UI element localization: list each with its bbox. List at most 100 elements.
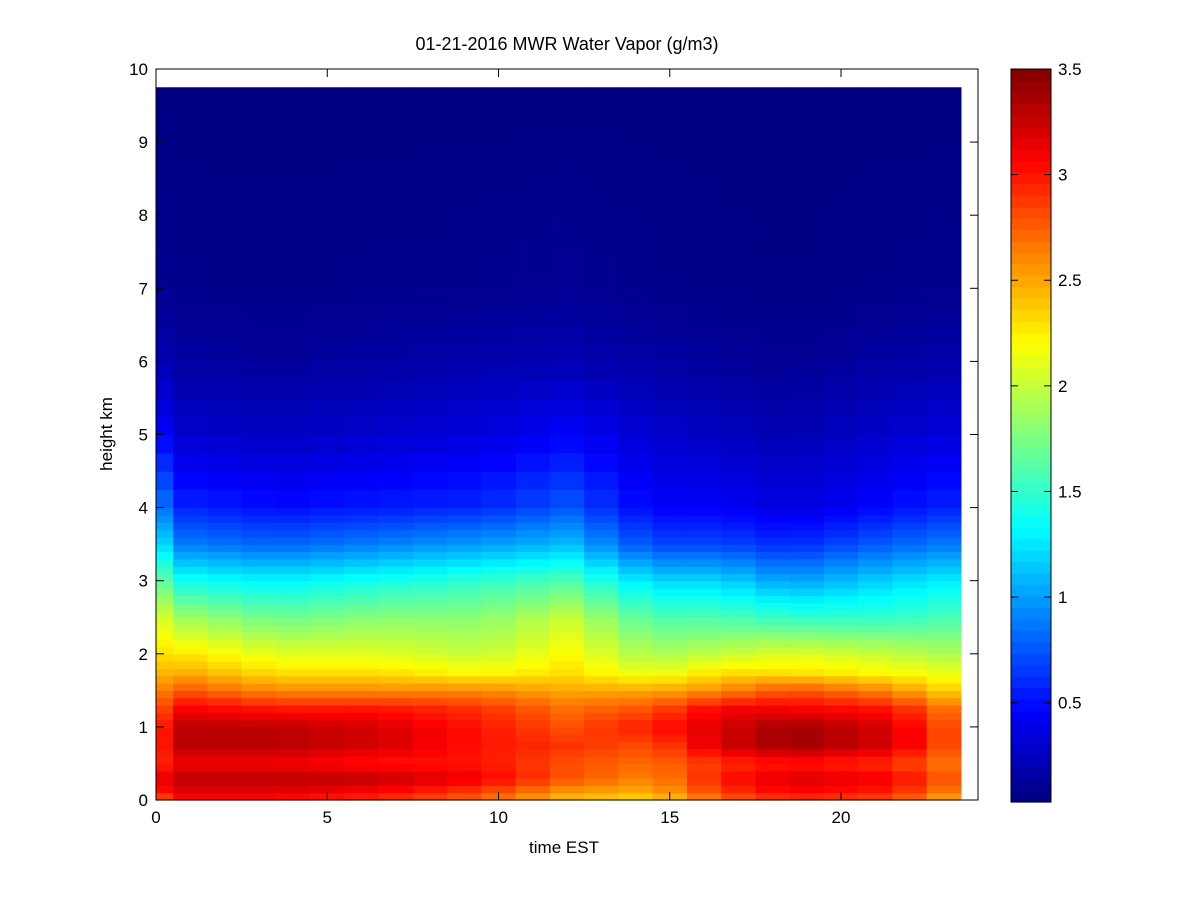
heatmap-cell: [344, 522, 380, 531]
heatmap-cell: [344, 785, 380, 794]
heatmap-cell: [241, 324, 277, 344]
heatmap-cell: [207, 507, 243, 516]
heatmap-cell: [344, 471, 380, 490]
heatmap-cell: [481, 507, 517, 516]
heatmap-cell: [515, 489, 551, 509]
heatmap-cell: [515, 507, 551, 516]
heatmap-cell: [721, 763, 756, 772]
heatmap-cell: [618, 215, 654, 235]
heatmap-cell: [652, 661, 688, 670]
heatmap-cell: [412, 416, 448, 436]
heatmap-cell: [378, 343, 414, 362]
heatmap-cell: [378, 87, 414, 107]
heatmap-cell: [241, 251, 277, 271]
heatmap-cell: [378, 507, 414, 516]
heatmap-cell: [241, 631, 277, 640]
heatmap-cell: [652, 609, 688, 618]
heatmap-cell: [481, 142, 517, 161]
heatmap-cell: [892, 105, 928, 125]
heatmap-cell: [378, 397, 414, 417]
heatmap-cell: [481, 631, 517, 640]
heatmap-cell: [755, 105, 791, 125]
heatmap-cell: [173, 536, 208, 545]
heatmap-cell: [344, 536, 380, 545]
heatmap-cell: [481, 397, 517, 417]
heatmap-cell: [310, 741, 345, 750]
heatmap-cell: [241, 544, 277, 553]
y-tick-label: 1: [139, 718, 148, 737]
heatmap-cell: [584, 726, 619, 735]
heatmap-cell: [755, 588, 791, 596]
heatmap-cell: [686, 588, 722, 596]
heatmap-cell: [721, 631, 756, 640]
heatmap-cell: [926, 588, 962, 596]
heatmap-cell: [241, 580, 277, 589]
heatmap-cell: [892, 588, 928, 596]
heatmap-cell: [584, 142, 619, 161]
heatmap-cell: [275, 87, 311, 107]
heatmap-cell: [310, 397, 345, 417]
heatmap-cell: [378, 588, 414, 596]
heatmap-cell: [549, 544, 585, 553]
heatmap-cell: [515, 631, 551, 640]
heatmap-cell: [241, 522, 277, 531]
heatmap-cell: [549, 233, 585, 253]
heatmap-cell: [926, 270, 962, 289]
heatmap-cell: [926, 646, 962, 655]
heatmap-cell: [584, 123, 619, 143]
heatmap-cell: [789, 361, 825, 381]
heatmap-cell: [926, 704, 962, 713]
heatmap-cell: [584, 251, 619, 271]
y-tick-label: 4: [139, 499, 148, 518]
heatmap-cell: [549, 87, 585, 107]
heatmap-cell: [515, 105, 551, 125]
heatmap-cell: [378, 778, 414, 786]
heatmap-cell: [447, 778, 482, 786]
heatmap-cell: [584, 434, 619, 454]
heatmap-cell: [755, 683, 791, 691]
heatmap-cell: [515, 361, 551, 381]
heatmap-cell: [926, 233, 962, 253]
heatmap-cell: [549, 416, 585, 436]
heatmap-cell: [652, 142, 688, 161]
heatmap-cell: [156, 792, 174, 801]
heatmap-cell: [755, 306, 791, 326]
heatmap-cell: [378, 639, 414, 648]
heatmap-cell: [892, 573, 928, 582]
heatmap-cell: [515, 343, 551, 362]
heatmap-cell: [207, 785, 243, 794]
heatmap-cell: [515, 712, 551, 721]
heatmap-cell: [378, 522, 414, 531]
heatmap-cell: [584, 704, 619, 713]
heatmap-cell: [721, 416, 756, 436]
heatmap-cell: [481, 595, 517, 604]
heatmap-cell: [447, 288, 482, 308]
heatmap-cell: [652, 785, 688, 794]
heatmap-cell: [549, 573, 585, 582]
heatmap-cell: [618, 452, 654, 472]
heatmap-cell: [618, 142, 654, 161]
heatmap-cell: [207, 661, 243, 670]
heatmap-cell: [241, 434, 277, 454]
heatmap-cell: [275, 434, 311, 454]
heatmap-cell: [344, 756, 380, 765]
heatmap-cell: [156, 514, 174, 523]
heatmap-cell: [447, 741, 482, 750]
heatmap-cell: [241, 105, 277, 125]
heatmap-cell: [378, 452, 414, 472]
heatmap-cell: [584, 595, 619, 604]
heatmap-cell: [481, 778, 517, 786]
heatmap-cell: [858, 343, 893, 362]
heatmap-cell: [686, 215, 722, 235]
heatmap-cell: [412, 178, 448, 198]
heatmap-cell: [447, 770, 482, 779]
heatmap-cell: [515, 726, 551, 735]
heatmap-cell: [207, 288, 243, 308]
heatmap-cell: [378, 105, 414, 125]
heatmap-cell: [481, 770, 517, 779]
heatmap-cell: [481, 566, 517, 574]
heatmap-cell: [755, 756, 791, 765]
heatmap-cell: [652, 529, 688, 538]
heatmap-cell: [755, 379, 791, 399]
y-tick-label: 10: [129, 60, 148, 79]
